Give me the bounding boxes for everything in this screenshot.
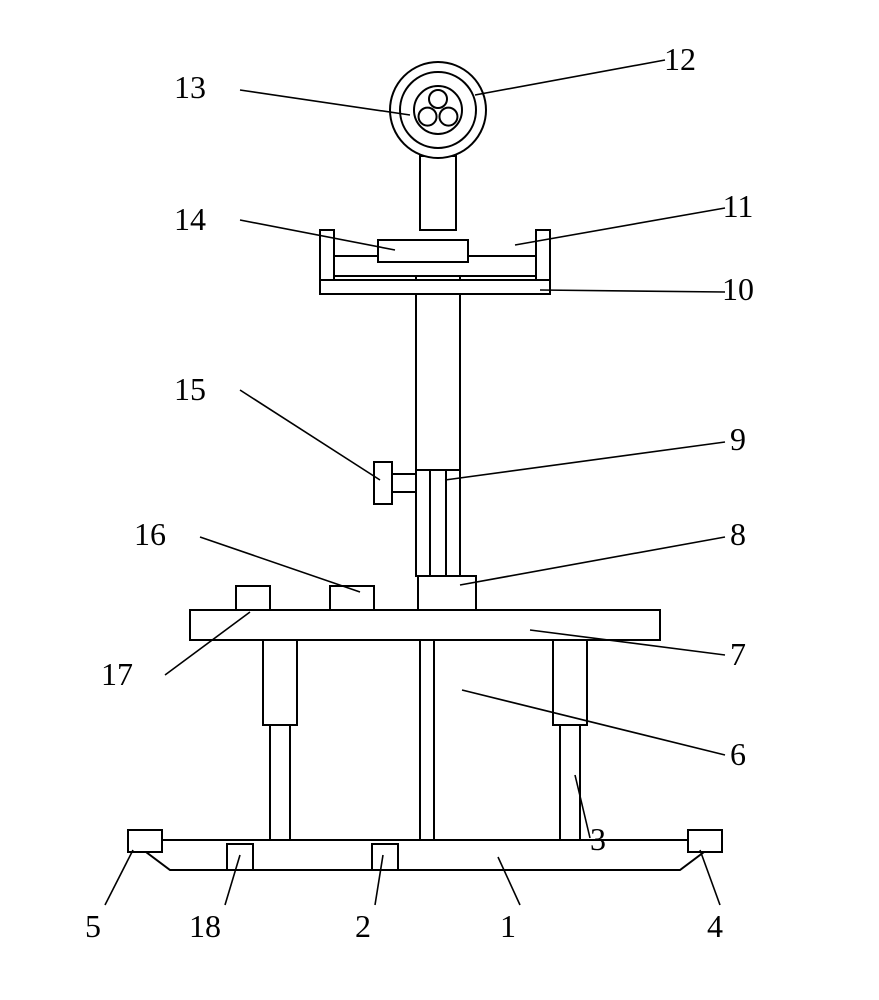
callout-label: 5 bbox=[85, 908, 101, 944]
base-square-center bbox=[372, 844, 398, 870]
base-ear-left bbox=[128, 830, 162, 852]
leader-line bbox=[700, 850, 720, 905]
base-ear-right bbox=[688, 830, 722, 852]
telescoping-pole-lower bbox=[416, 470, 460, 576]
leader-line bbox=[200, 537, 360, 592]
callout-label: 2 bbox=[355, 908, 371, 944]
platform bbox=[190, 610, 660, 640]
center-post-lower bbox=[420, 640, 434, 840]
technical-diagram: 123456789101112131415161718 bbox=[0, 0, 879, 1000]
leader-line bbox=[240, 90, 410, 115]
leader-line bbox=[475, 60, 665, 95]
leader-line bbox=[105, 850, 133, 905]
leader-line bbox=[445, 442, 725, 480]
tray-floor bbox=[320, 280, 550, 294]
pole-base-block bbox=[418, 576, 476, 610]
callout-label: 17 bbox=[101, 656, 133, 692]
leader-line bbox=[515, 208, 725, 245]
callout-label: 8 bbox=[730, 516, 746, 552]
tray-block bbox=[378, 240, 468, 262]
base-plate bbox=[130, 840, 720, 870]
leader-line bbox=[462, 690, 725, 755]
callout-label: 14 bbox=[174, 201, 206, 237]
callout-label: 16 bbox=[134, 516, 166, 552]
leg-right-sleeve bbox=[553, 640, 587, 725]
platform-block-left bbox=[236, 586, 270, 610]
leader-line bbox=[240, 220, 395, 250]
wheel-neck bbox=[420, 156, 456, 230]
leg-left-sleeve bbox=[263, 640, 297, 725]
leader-line bbox=[540, 290, 725, 292]
callout-label: 13 bbox=[174, 69, 206, 105]
callout-label: 18 bbox=[189, 908, 221, 944]
wheel-hole-bl bbox=[419, 108, 437, 126]
callout-label: 10 bbox=[722, 271, 754, 307]
callout-label: 15 bbox=[174, 371, 206, 407]
callout-label: 9 bbox=[730, 421, 746, 457]
callout-label: 6 bbox=[730, 736, 746, 772]
callout-label: 3 bbox=[590, 821, 606, 857]
callout-label: 7 bbox=[730, 636, 746, 672]
wheel-hole-top bbox=[429, 90, 447, 108]
leader-line bbox=[460, 537, 725, 585]
wheel-hole-br bbox=[439, 108, 457, 126]
callout-label: 12 bbox=[664, 41, 696, 77]
callout-label: 1 bbox=[500, 908, 516, 944]
leader-line bbox=[240, 390, 380, 480]
callout-label: 11 bbox=[723, 188, 754, 224]
locking-knob-head bbox=[374, 462, 392, 504]
callout-label: 4 bbox=[707, 908, 723, 944]
